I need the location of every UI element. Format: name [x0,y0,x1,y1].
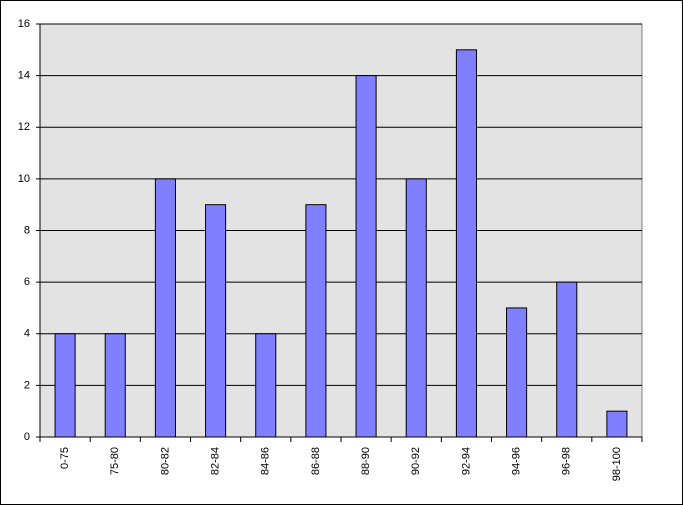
bar [54,333,76,438]
y-tick-label: 6 [24,276,30,288]
x-tick-label: 92-94 [460,447,472,475]
y-tick-label: 16 [18,18,30,30]
bar [455,49,477,438]
x-tick-label: 90-92 [410,447,422,475]
y-tick-label: 2 [24,379,30,391]
x-tick-label: 82-84 [209,447,221,475]
bar [405,178,427,438]
bar [255,333,277,438]
bar [154,178,176,438]
x-tick-label: 84-86 [260,447,272,475]
y-tick-label: 10 [18,173,30,185]
x-tick-label: 94-96 [510,447,522,475]
bar [205,204,227,438]
x-tick-label: 0-75 [59,447,71,469]
bar [606,410,628,438]
y-tick-label: 8 [24,224,30,236]
x-tick-label: 96-98 [561,447,573,475]
x-tick-label: 80-82 [159,447,171,475]
bar [104,333,126,438]
x-tick-label: 98-100 [611,447,623,481]
bar [556,281,578,438]
y-tick-label: 14 [18,70,30,82]
x-tick-label: 75-80 [109,447,121,475]
bar [355,75,377,438]
x-tick-label: 86-88 [310,447,322,475]
y-tick-label: 4 [24,328,30,340]
x-tick-label: 88-90 [360,447,372,475]
y-tick-label: 12 [18,121,30,133]
bar [506,307,528,438]
bar [305,204,327,438]
y-tick-label: 0 [24,431,30,443]
